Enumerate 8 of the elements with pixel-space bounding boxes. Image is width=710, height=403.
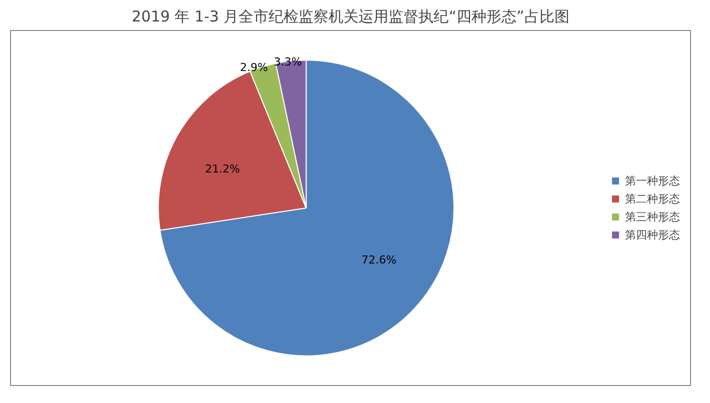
chart-title: 2019 年 1-3 月全市纪检监察机关运用监督执纪“四种形态”占比图 — [132, 8, 570, 26]
legend-label: 第一种形态 — [625, 173, 680, 188]
legend-label: 第二种形态 — [625, 191, 680, 206]
data-label: 2.9% — [240, 61, 268, 74]
data-label: 72.6% — [362, 253, 396, 266]
data-label: 21.2% — [205, 162, 240, 176]
legend-label: 第四种形态 — [625, 227, 680, 242]
legend-label: 第三种形态 — [625, 209, 680, 224]
